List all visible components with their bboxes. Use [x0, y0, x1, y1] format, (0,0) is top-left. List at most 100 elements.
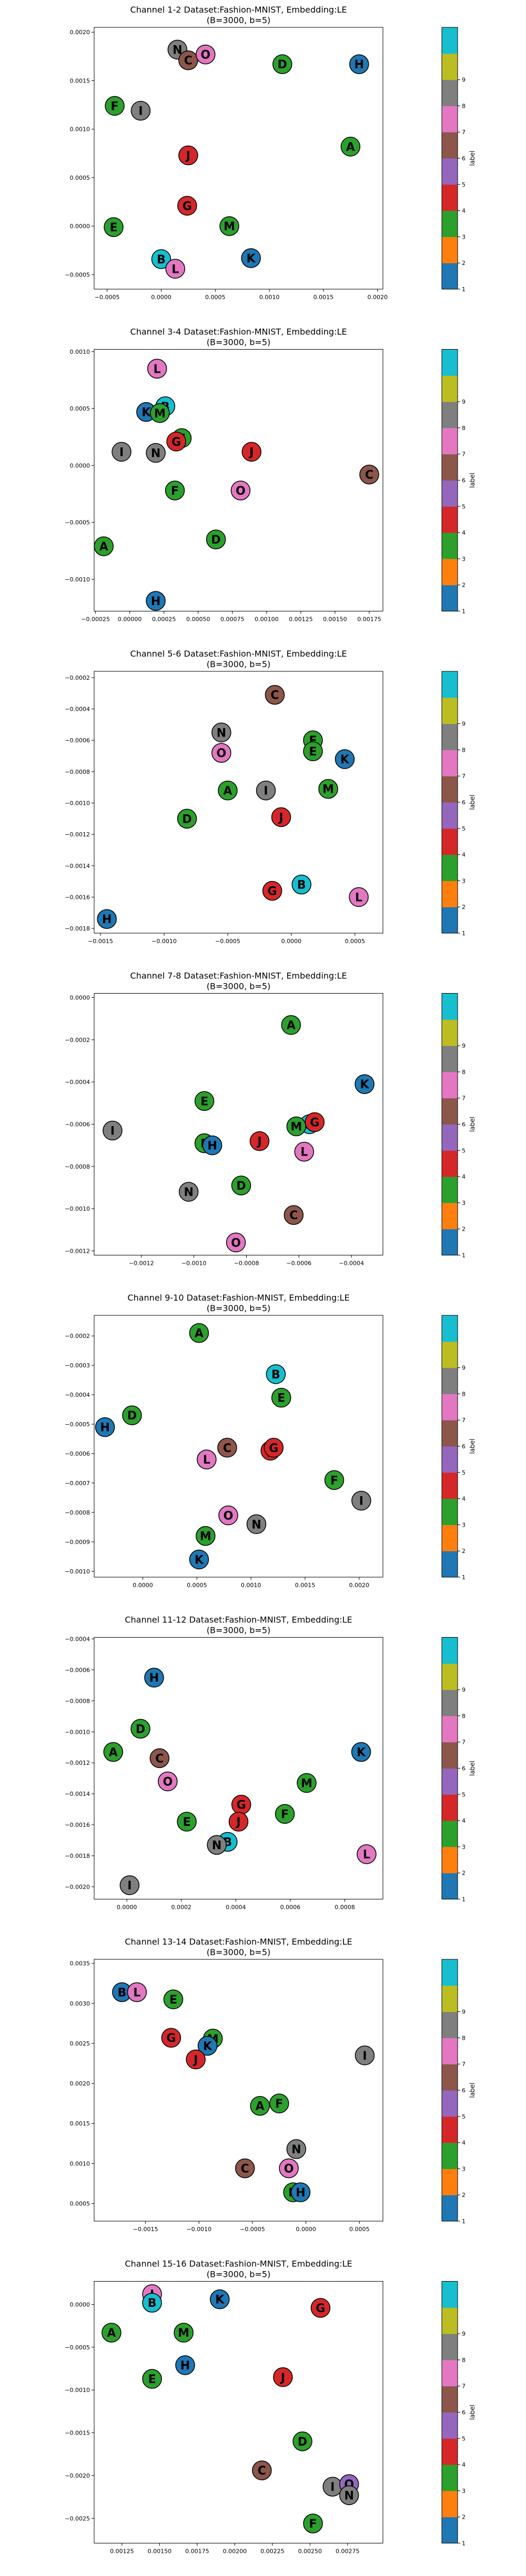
colorbar-tick-label: 7 — [462, 2061, 466, 2068]
data-point-G: G — [177, 196, 197, 216]
x-tick-label: 0.00075 — [220, 616, 245, 623]
chart-subtitle: (B=3000, b=5) — [207, 1947, 271, 1957]
y-tick-label: 0.0015 — [70, 77, 90, 84]
y-tick-label: −0.0010 — [65, 2387, 90, 2394]
colorbar-segment — [442, 454, 458, 481]
colorbar-segment — [442, 158, 458, 185]
data-point-H: H — [146, 591, 166, 611]
colorbar-tick-label: 8 — [462, 1391, 466, 1397]
data-point-N: N — [178, 1182, 199, 1202]
colorbar-tick-label: 8 — [462, 1069, 466, 1076]
plot-area — [94, 27, 383, 290]
point-label: L — [154, 363, 161, 376]
colorbar-segment — [442, 2465, 458, 2491]
colorbar-tick-label: 9 — [462, 1042, 466, 1049]
data-point-D: D — [231, 1175, 251, 1195]
point-label: E — [169, 1994, 177, 2007]
data-point-O: O — [226, 1232, 246, 1253]
y-tick-label: −0.0005 — [65, 2344, 90, 2351]
x-tick-label: 0.0006 — [280, 1904, 301, 1911]
subplot-5: Channel 9-10 Dataset:Fashion-MNIST, Embe… — [65, 1293, 476, 1589]
point-marker — [142, 2293, 162, 2313]
point-marker — [161, 2028, 181, 2048]
colorbar-segment — [442, 907, 458, 934]
colorbar-segment — [442, 1420, 458, 1447]
point-label: O — [231, 1236, 241, 1250]
y-tick-label: −0.0020 — [65, 1884, 90, 1890]
point-marker — [250, 2095, 270, 2116]
data-point-D: D — [292, 2431, 312, 2451]
point-marker — [112, 442, 132, 462]
colorbar-segment — [442, 2307, 458, 2334]
chart-subtitle: (B=3000, b=5) — [207, 338, 271, 347]
point-label: G — [166, 2032, 176, 2045]
point-label: F — [281, 1808, 289, 1821]
colorbar-tick-label: 8 — [462, 2357, 466, 2364]
point-label: N — [251, 1518, 261, 1531]
data-point-K: K — [241, 248, 261, 268]
data-point-O: O — [211, 743, 231, 763]
data-point-I: I — [130, 100, 151, 121]
point-marker — [127, 1982, 147, 2002]
data-point-L: L — [294, 1141, 315, 1162]
y-tick-label: 0.0020 — [70, 29, 90, 36]
x-tick-label: 0.00150 — [148, 2548, 172, 2555]
data-point-N: N — [286, 2139, 307, 2159]
x-tick-label: 0.0005 — [349, 2226, 370, 2233]
point-marker — [297, 1773, 317, 1793]
colorbar-segment — [442, 828, 458, 855]
point-marker — [196, 44, 216, 65]
colorbar-segment — [442, 1985, 458, 2012]
colorbar-segment — [442, 237, 458, 263]
y-tick-label: 0.0010 — [70, 349, 90, 355]
data-point-B: B — [112, 1982, 132, 2002]
colorbar-segment — [442, 2359, 458, 2387]
x-tick-label: 0.00050 — [186, 616, 210, 623]
chart-subtitle: (B=3000, b=5) — [207, 2270, 271, 2279]
x-tick-label: −0.0005 — [240, 2226, 265, 2233]
y-tick-label: 0.0030 — [70, 2000, 90, 2007]
data-point-H: H — [290, 2182, 311, 2202]
point-label: E — [183, 1816, 191, 1829]
data-point-O: O — [218, 1505, 238, 1526]
colorbar-tick-label: 8 — [462, 1713, 466, 1720]
point-marker — [324, 1470, 345, 1490]
point-marker — [211, 743, 231, 763]
point-label: C — [184, 55, 193, 68]
y-tick-label: −0.0012 — [65, 1248, 90, 1254]
plot-area — [94, 1959, 383, 2222]
data-point-C: C — [178, 50, 198, 70]
point-marker — [105, 96, 125, 116]
colorbar-segment — [442, 2090, 458, 2117]
point-marker — [318, 779, 338, 799]
y-tick-label: −0.0004 — [65, 1392, 90, 1398]
colorbar-segment — [442, 427, 458, 455]
point-label: A — [256, 2100, 265, 2113]
colorbar-segment — [442, 1394, 458, 1420]
y-tick-label: −0.0008 — [65, 1163, 90, 1170]
point-label: O — [163, 1776, 173, 1789]
x-tick-label: 0.0005 — [187, 1582, 207, 1589]
point-marker — [197, 1449, 217, 1469]
data-point-B: B — [291, 874, 311, 895]
colorbar-tick-label: 5 — [462, 2435, 466, 2442]
point-label: B — [148, 2297, 157, 2310]
point-marker — [165, 259, 185, 279]
point-marker — [286, 1116, 307, 1137]
point-label: M — [178, 2327, 189, 2340]
point-marker — [165, 481, 185, 500]
point-marker — [207, 1835, 227, 1855]
point-marker — [202, 1135, 222, 1156]
colorbar-tick-label: 4 — [462, 1817, 466, 1824]
data-point-I: I — [112, 442, 132, 462]
colorbar-tick-label: 5 — [462, 825, 466, 832]
subplot-3: Channel 5-6 Dataset:Fashion-MNIST, Embed… — [65, 649, 476, 945]
point-label: J — [278, 811, 283, 824]
y-tick-label: 0.0000 — [70, 462, 90, 469]
point-label: H — [100, 1422, 109, 1435]
x-tick-label: 0.0000 — [281, 938, 302, 945]
y-tick-label: −0.0005 — [65, 519, 90, 526]
data-point-A: A — [281, 1015, 301, 1035]
chart-subtitle: (B=3000, b=5) — [207, 1626, 271, 1635]
point-marker — [142, 2369, 162, 2389]
